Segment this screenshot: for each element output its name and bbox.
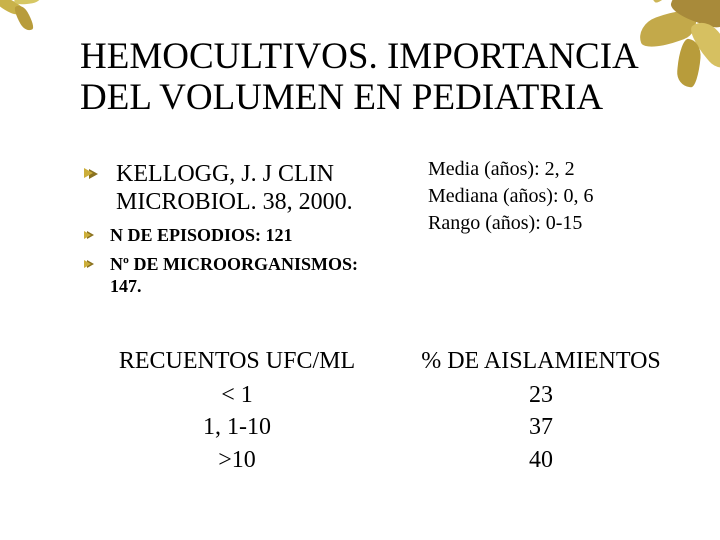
bullet-text: KELLOGG, J. J CLIN MICROBIOL. 38, 2000. [116,160,384,217]
table-cell: >10 [72,444,402,476]
data-table: RECUENTOS UFC/ML < 1 1, 1-10 >10 % DE AI… [72,348,680,476]
stat-line: Media (años): 2, 2 [428,156,594,183]
bullet-item-main: KELLOGG, J. J CLIN MICROBIOL. 38, 2000. [84,160,384,217]
bullet-item-sub: N DE EPISODIOS: 121 [84,225,384,247]
stat-line: Mediana (años): 0, 6 [428,183,594,210]
bullet-list: KELLOGG, J. J CLIN MICROBIOL. 38, 2000. … [84,160,384,305]
table-column-right: % DE AISLAMIENTOS 23 37 40 [402,348,680,476]
table-cell: 37 [402,411,680,443]
arrow-icon [84,258,96,270]
age-stats: Media (años): 2, 2 Mediana (años): 0, 6 … [428,156,594,237]
table-cell: 1, 1-10 [72,411,402,443]
bullet-item-sub: Nº DE MICROORGANISMOS: 147. [84,254,384,297]
slide-title: HEMOCULTIVOS. IMPORTANCIA DEL VOLUMEN EN… [80,36,680,119]
table-cell: 40 [402,444,680,476]
table-cell: < 1 [72,379,402,411]
stat-line: Rango (años): 0-15 [428,210,594,237]
corner-decoration-top-left [0,0,41,37]
bullet-text: Nº DE MICROORGANISMOS: 147. [110,254,384,297]
arrow-icon [84,166,102,182]
column-header: % DE AISLAMIENTOS [402,348,680,375]
bullet-text: N DE EPISODIOS: 121 [110,225,293,247]
table-column-left: RECUENTOS UFC/ML < 1 1, 1-10 >10 [72,348,402,476]
table-cell: 23 [402,379,680,411]
arrow-icon [84,229,96,241]
column-header: RECUENTOS UFC/ML [72,348,402,375]
